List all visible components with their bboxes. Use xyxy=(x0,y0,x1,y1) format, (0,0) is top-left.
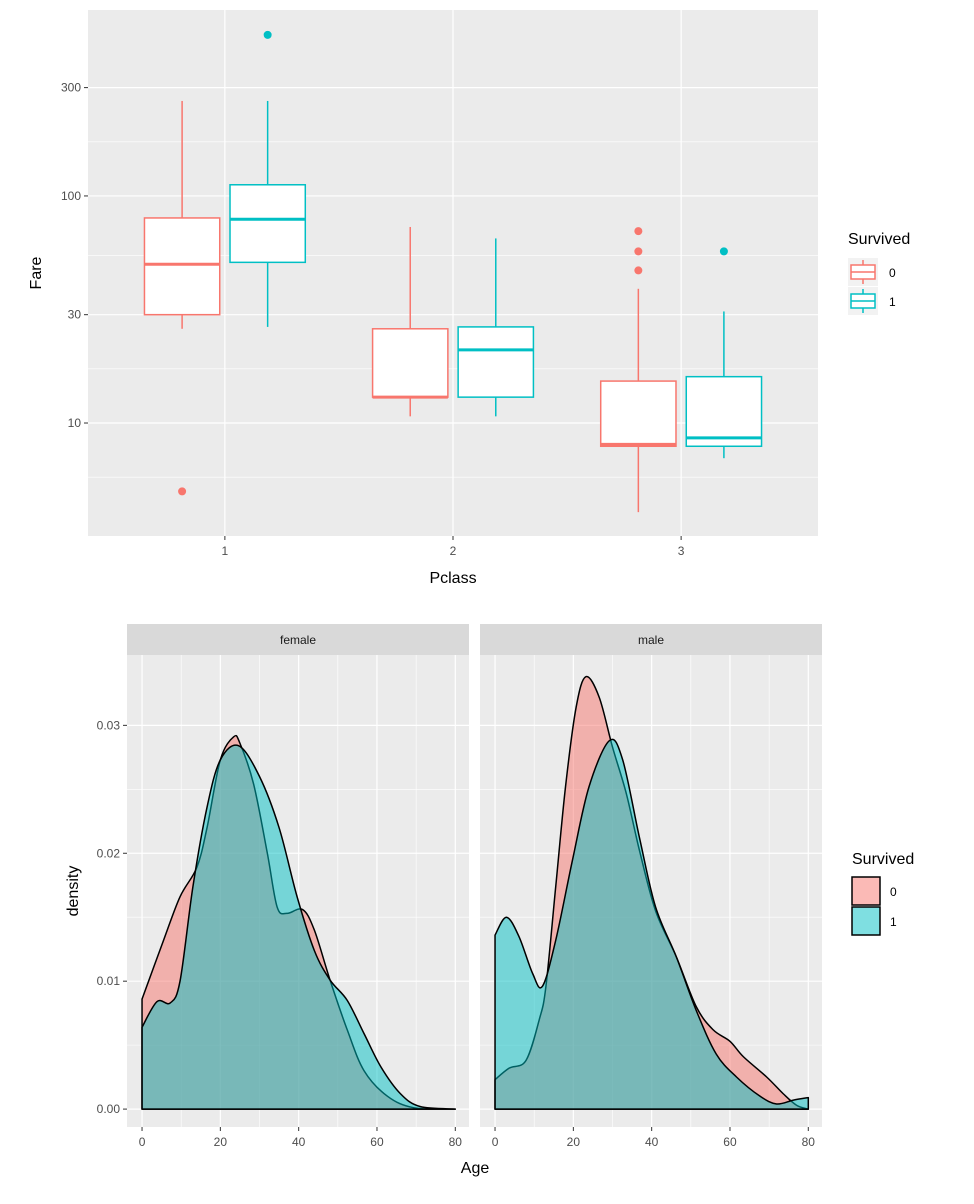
age-density-chart: female 0.00 0.01 0.02 0.03 0 20 40 60 80 male 0 20 40… xyxy=(65,624,914,1177)
y-tick-label: 300 xyxy=(61,81,81,95)
box-survived-0-class-2 xyxy=(371,226,449,417)
legend-label: 0 xyxy=(889,266,896,280)
box-iqr xyxy=(685,375,763,448)
box-survived-1-class-2 xyxy=(457,238,535,417)
facet-female: female 0.00 0.01 0.02 0.03 0 20 40 60 80 xyxy=(97,624,469,1149)
legend-label: 1 xyxy=(890,915,897,929)
box-iqr xyxy=(143,217,221,316)
outlier-point xyxy=(263,30,272,39)
density-area-survived-1 xyxy=(141,744,457,1110)
box-iqr xyxy=(229,184,307,264)
x-tick-label: 40 xyxy=(645,1135,659,1149)
outlier-point xyxy=(634,227,643,236)
x-tick-label: 20 xyxy=(214,1135,228,1149)
outlier-point xyxy=(178,487,187,496)
x-tick-label: 1 xyxy=(222,544,229,558)
y-tick-label: 0.03 xyxy=(97,718,121,732)
legend-title: Survived xyxy=(848,231,910,248)
y-tick-label: 100 xyxy=(61,189,81,203)
box-iqr xyxy=(599,380,677,448)
legend: Survived 0 1 xyxy=(848,231,910,315)
legend-key xyxy=(851,876,881,906)
box-survived-1-class-3 xyxy=(685,247,763,459)
y-axis-title: density xyxy=(65,866,82,917)
x-axis-title: Age xyxy=(461,1160,490,1177)
x-tick-label: 60 xyxy=(370,1135,384,1149)
outlier-point xyxy=(634,266,643,275)
y-tick-label: 10 xyxy=(68,416,82,430)
y-tick-label: 0.01 xyxy=(97,974,121,988)
y-tick-label: 0.00 xyxy=(97,1102,121,1116)
legend-label: 0 xyxy=(890,885,897,899)
x-tick-label: 0 xyxy=(139,1135,146,1149)
box-iqr xyxy=(371,328,449,398)
x-tick-label: 0 xyxy=(492,1135,499,1149)
x-tick-label: 2 xyxy=(450,544,457,558)
facet-strip-label: female xyxy=(280,633,316,647)
x-tick-label: 40 xyxy=(292,1135,306,1149)
x-tick-label: 3 xyxy=(678,544,685,558)
x-tick-label: 80 xyxy=(802,1135,816,1149)
box-survived-0-class-1 xyxy=(143,100,221,496)
box-survived-0-class-3 xyxy=(599,227,677,513)
facet-strip xyxy=(127,624,469,655)
x-tick-label: 60 xyxy=(723,1135,737,1149)
facet-strip-label: male xyxy=(638,633,664,647)
fare-boxplot-chart: 10 30 100 300 1 2 3 Pclass Fare Survived 0 1 xyxy=(28,10,910,587)
x-tick-label: 20 xyxy=(567,1135,581,1149)
outlier-point xyxy=(719,247,728,256)
facet-strip xyxy=(480,624,822,655)
legend-title: Survived xyxy=(852,851,914,868)
x-axis-title: Pclass xyxy=(429,570,476,587)
density-area-survived-1 xyxy=(494,738,810,1110)
outlier-point xyxy=(634,247,643,256)
legend: Survived 0 1 xyxy=(851,851,914,936)
legend-label: 1 xyxy=(889,295,896,309)
box-survived-1-class-1 xyxy=(229,30,307,327)
y-tick-label: 30 xyxy=(68,308,82,322)
y-axis-title: Fare xyxy=(28,256,45,289)
box-iqr xyxy=(457,326,535,398)
facet-male: male 0 20 40 60 80 xyxy=(480,624,822,1149)
y-tick-label: 0.02 xyxy=(97,846,121,860)
x-tick-label: 80 xyxy=(449,1135,463,1149)
legend-key xyxy=(851,906,881,936)
